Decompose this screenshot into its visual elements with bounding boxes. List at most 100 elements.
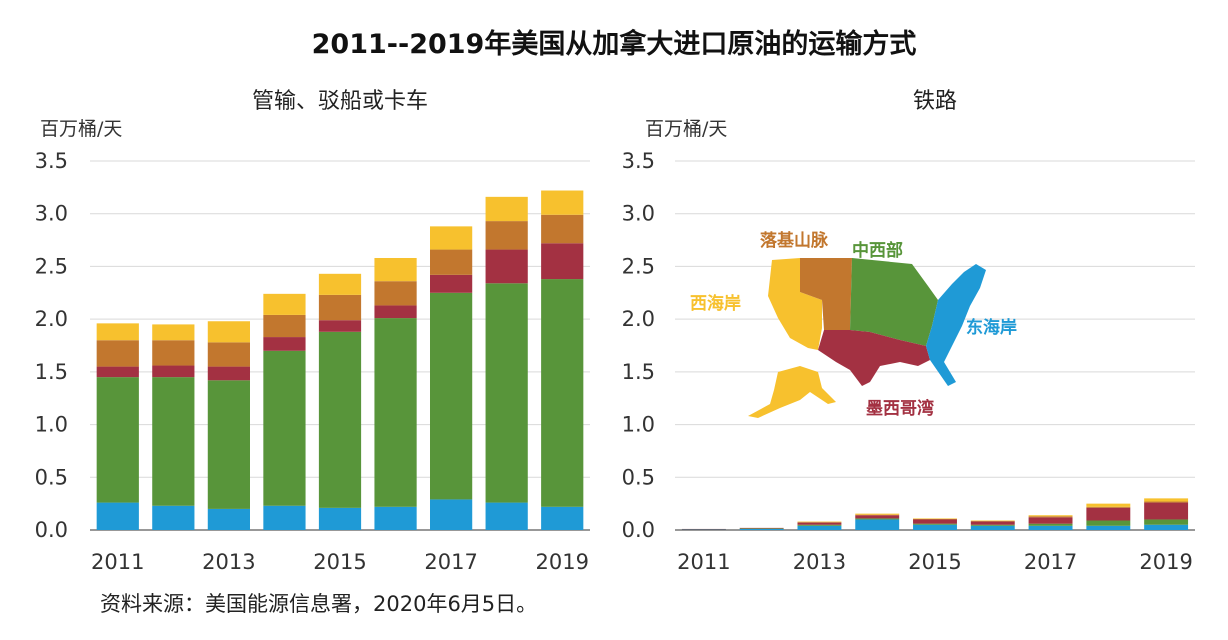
x-tick-label: 2015 (313, 550, 366, 574)
y-tick-label: 0.5 (35, 465, 68, 489)
bar-segment (1144, 501, 1189, 503)
legend-gulf-coast: 墨西哥湾 (866, 398, 934, 419)
bar-segment (152, 324, 195, 341)
map-rocky-mountain (800, 258, 852, 330)
bar-segment (913, 523, 957, 525)
x-tick-label: 2013 (202, 550, 255, 574)
bar-segment (318, 507, 362, 530)
bar-segment (152, 505, 195, 530)
y-tick-label: 0.5 (622, 465, 655, 489)
bar-segment (913, 518, 957, 519)
y-tick-label: 2.0 (622, 307, 655, 331)
map-east-coast (926, 264, 986, 386)
bar-segment (1028, 525, 1073, 530)
x-tick-label: 2011 (677, 550, 730, 574)
legend-midwest: 中西部 (852, 240, 903, 261)
bar-segment (855, 514, 900, 516)
bar-segment (207, 380, 250, 509)
bar-segment (485, 196, 528, 222)
bar-segment (207, 342, 250, 367)
bar-segment (96, 377, 139, 503)
bar-segment (797, 524, 842, 526)
bar-segment (797, 521, 842, 523)
x-tick-label: 2017 (424, 550, 477, 574)
y-tick-label: 2.0 (35, 307, 68, 331)
bar-segment (430, 226, 473, 250)
y-axis-label: 百万桶/天 (645, 118, 727, 140)
bar-segment (1086, 503, 1131, 507)
bar-segment (152, 377, 195, 506)
bar-segment (681, 528, 726, 530)
y-tick-label: 0.0 (35, 518, 68, 542)
bar-segment (1028, 516, 1073, 518)
map-alaska (748, 366, 836, 418)
bar-segment (318, 273, 362, 295)
bar-segment (855, 515, 900, 519)
bar-segment (485, 502, 528, 530)
x-tick-label: 2019 (1139, 550, 1192, 574)
bar-segment (970, 521, 1015, 525)
legend-rocky-mountain: 落基山脉 (760, 230, 829, 251)
bar-segment (541, 279, 584, 507)
x-tick-label: 2017 (1024, 550, 1077, 574)
us-region-map (748, 258, 986, 418)
bar-segment (318, 294, 362, 321)
bar-segment (541, 214, 584, 244)
bar-segment (374, 318, 417, 507)
bar-segment (263, 350, 306, 506)
y-tick-label: 3.5 (622, 149, 655, 173)
bar-segment (207, 321, 250, 343)
map-west-coast (768, 258, 822, 350)
bar-segment (263, 293, 306, 315)
bar-segment (1086, 520, 1131, 526)
map-midwest (850, 258, 938, 346)
bar-segment (318, 320, 362, 332)
bar-segment (970, 521, 1015, 522)
y-tick-label: 1.0 (35, 413, 68, 437)
y-tick-label: 1.5 (35, 360, 68, 384)
y-tick-label: 2.5 (622, 254, 655, 278)
bar-segment (855, 519, 900, 530)
y-tick-label: 1.5 (622, 360, 655, 384)
y-tick-label: 1.0 (622, 413, 655, 437)
bar-segment (1028, 517, 1073, 524)
bar-segment (263, 337, 306, 351)
bar-segment (913, 518, 957, 520)
bar-segment (263, 505, 306, 530)
y-tick-label: 3.5 (35, 149, 68, 173)
bar-segment (541, 243, 584, 280)
bar-segment (374, 257, 417, 282)
bar-segment (1144, 519, 1189, 525)
bar-segment (1028, 515, 1073, 517)
bar-segment (430, 274, 473, 293)
bar-segment (96, 323, 139, 341)
bar-segment (430, 249, 473, 275)
y-axis-label: 百万桶/天 (40, 118, 122, 140)
panel-title: 铁路 (913, 89, 957, 114)
bar-segment (681, 529, 726, 530)
bar-segment (1086, 506, 1131, 508)
y-tick-label: 0.0 (622, 518, 655, 542)
y-tick-label: 3.0 (622, 202, 655, 226)
bar-segment (1144, 524, 1189, 530)
bar-segment (96, 502, 139, 530)
bar-segment (207, 366, 250, 381)
bar-segment (207, 508, 250, 530)
bar-segment (541, 506, 584, 530)
bar-segment (485, 221, 528, 250)
bar-segment (152, 365, 195, 378)
chart-title: 2011--2019年美国从加拿大进口原油的运输方式 (311, 29, 917, 60)
x-tick-label: 2011 (91, 550, 144, 574)
bar-segment (797, 522, 842, 525)
legend-east-coast: 东海岸 (966, 317, 1017, 338)
bar-segment (1144, 498, 1189, 502)
bar-segment (913, 524, 957, 530)
bar-segment (430, 499, 473, 530)
bar-segment (739, 527, 784, 529)
bar-segment (739, 528, 784, 529)
bar-segment (152, 340, 195, 366)
x-tick-label: 2013 (793, 550, 846, 574)
